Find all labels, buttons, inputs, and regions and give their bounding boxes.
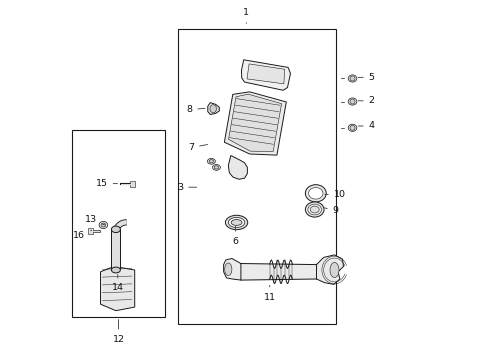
Text: 5: 5 [357,73,374,82]
Ellipse shape [347,75,356,82]
Polygon shape [316,255,343,284]
Circle shape [349,76,354,81]
Bar [130,181,135,187]
Ellipse shape [99,221,107,229]
Ellipse shape [225,215,247,230]
Text: 1: 1 [243,8,249,23]
Ellipse shape [224,263,231,276]
Ellipse shape [111,226,120,233]
Ellipse shape [347,98,356,105]
Ellipse shape [212,165,220,170]
Ellipse shape [308,188,322,199]
Text: 16: 16 [73,230,91,240]
Polygon shape [228,156,247,179]
Ellipse shape [111,267,120,273]
Text: 3: 3 [177,183,196,192]
Text: 10: 10 [324,190,345,199]
Polygon shape [241,264,316,280]
Ellipse shape [209,159,213,163]
Ellipse shape [307,204,321,215]
Ellipse shape [305,185,325,202]
Polygon shape [246,64,284,84]
Ellipse shape [305,202,324,217]
Bar [178,29,336,324]
Ellipse shape [228,217,244,228]
Text: 6: 6 [232,226,238,246]
Polygon shape [101,266,134,311]
Polygon shape [207,103,219,114]
Text: 13: 13 [84,215,104,225]
Text: 14: 14 [112,275,123,292]
Polygon shape [223,258,241,280]
Polygon shape [241,60,290,90]
Text: 12: 12 [112,320,124,343]
Ellipse shape [101,223,105,227]
Ellipse shape [309,206,319,213]
Polygon shape [111,229,120,269]
Text: 9: 9 [323,206,338,215]
Ellipse shape [209,105,216,113]
Text: 11: 11 [263,285,275,302]
Text: 8: 8 [186,105,204,114]
Ellipse shape [347,124,356,131]
Bar [72,130,165,317]
Circle shape [349,99,354,104]
Ellipse shape [207,158,215,164]
Bar [88,228,93,234]
Ellipse shape [329,262,338,278]
Polygon shape [224,92,285,155]
Text: 2: 2 [357,96,374,105]
Ellipse shape [231,220,242,225]
Text: 15: 15 [96,179,117,188]
Circle shape [349,125,354,130]
Polygon shape [228,94,281,152]
Text: 4: 4 [357,122,374,130]
Ellipse shape [214,166,218,169]
Text: 7: 7 [188,143,207,152]
